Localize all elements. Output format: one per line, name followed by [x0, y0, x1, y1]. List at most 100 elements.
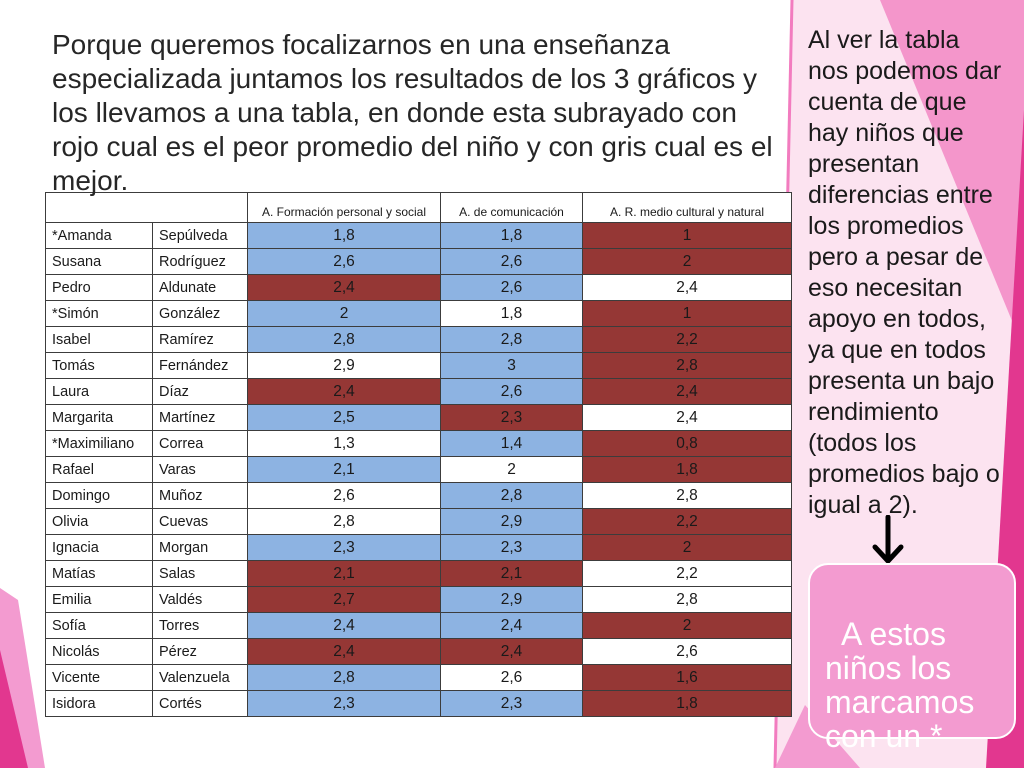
table-row: Susana Rodríguez 2,6 2,6 2: [45, 248, 792, 275]
student-first-name: Rafael: [45, 456, 153, 483]
score-cell-cultural-natural: 2,8: [582, 352, 792, 379]
student-first-name: Domingo: [45, 482, 153, 509]
student-last-name: Aldunate: [152, 274, 248, 301]
score-cell-communication: 2,3: [440, 534, 583, 561]
student-last-name: Fernández: [152, 352, 248, 379]
student-first-name: *Simón: [45, 300, 153, 327]
score-cell-personal-social: 1,3: [247, 430, 441, 457]
table-row: Ignacia Morgan 2,3 2,3 2: [45, 534, 792, 561]
score-cell-communication: 2,8: [440, 326, 583, 353]
student-last-name: González: [152, 300, 248, 327]
score-cell-cultural-natural: 2,2: [582, 508, 792, 535]
score-cell-personal-social: 2,4: [247, 274, 441, 301]
student-last-name: Valenzuela: [152, 664, 248, 691]
decor-shape-bottom-left-dark: [0, 650, 28, 768]
student-first-name: Isabel: [45, 326, 153, 353]
score-cell-cultural-natural: 1,8: [582, 690, 792, 717]
score-cell-communication: 1,8: [440, 300, 583, 327]
score-cell-cultural-natural: 1,8: [582, 456, 792, 483]
student-last-name: Correa: [152, 430, 248, 457]
student-first-name: Emilia: [45, 586, 153, 613]
student-first-name: *Amanda: [45, 222, 153, 249]
student-last-name: Muñoz: [152, 482, 248, 509]
score-cell-communication: 2,4: [440, 612, 583, 639]
student-last-name: Díaz: [152, 378, 248, 405]
student-first-name: Susana: [45, 248, 153, 275]
table-row: Vicente Valenzuela 2,8 2,6 1,6: [45, 664, 792, 691]
table-row: *Maximiliano Correa 1,3 1,4 0,8: [45, 430, 792, 457]
header-personal-social: A. Formación personal y social: [247, 192, 441, 223]
student-first-name: Vicente: [45, 664, 153, 691]
student-last-name: Salas: [152, 560, 248, 587]
student-first-name: Ignacia: [45, 534, 153, 561]
table-row: Laura Díaz 2,4 2,6 2,4: [45, 378, 792, 405]
table-row: Rafael Varas 2,1 2 1,8: [45, 456, 792, 483]
score-cell-communication: 2,6: [440, 274, 583, 301]
score-cell-personal-social: 2,9: [247, 352, 441, 379]
student-first-name: Olivia: [45, 508, 153, 535]
student-last-name: Martínez: [152, 404, 248, 431]
score-cell-communication: 2,3: [440, 690, 583, 717]
score-cell-personal-social: 2,4: [247, 638, 441, 665]
student-first-name: Sofía: [45, 612, 153, 639]
score-cell-personal-social: 2,8: [247, 508, 441, 535]
table-row: Isabel Ramírez 2,8 2,8 2,2: [45, 326, 792, 353]
student-last-name: Cortés: [152, 690, 248, 717]
table-row: Sofía Torres 2,4 2,4 2: [45, 612, 792, 639]
score-cell-communication: 2,8: [440, 482, 583, 509]
score-cell-communication: 2,6: [440, 378, 583, 405]
score-cell-communication: 2: [440, 456, 583, 483]
score-cell-cultural-natural: 1,6: [582, 664, 792, 691]
score-cell-personal-social: 2,6: [247, 248, 441, 275]
arrow-down-icon: [872, 515, 904, 564]
score-cell-personal-social: 2,1: [247, 560, 441, 587]
score-cell-cultural-natural: 2: [582, 534, 792, 561]
score-cell-cultural-natural: 2,4: [582, 404, 792, 431]
score-cell-personal-social: 2,5: [247, 404, 441, 431]
callout-text: A estos niños los marcamos con un *: [825, 616, 975, 754]
score-cell-personal-social: 2,8: [247, 326, 441, 353]
score-cell-cultural-natural: 2,8: [582, 482, 792, 509]
student-first-name: Laura: [45, 378, 153, 405]
score-cell-personal-social: 2,6: [247, 482, 441, 509]
score-cell-personal-social: 1,8: [247, 222, 441, 249]
score-cell-cultural-natural: 2,6: [582, 638, 792, 665]
student-first-name: Tomás: [45, 352, 153, 379]
student-first-name: *Maximiliano: [45, 430, 153, 457]
student-last-name: Pérez: [152, 638, 248, 665]
score-cell-communication: 2,9: [440, 586, 583, 613]
score-cell-cultural-natural: 2: [582, 248, 792, 275]
score-cell-communication: 1,4: [440, 430, 583, 457]
score-cell-communication: 2,4: [440, 638, 583, 665]
table-row: Olivia Cuevas 2,8 2,9 2,2: [45, 508, 792, 535]
score-cell-cultural-natural: 2,2: [582, 560, 792, 587]
table-row: Emilia Valdés 2,7 2,9 2,8: [45, 586, 792, 613]
student-last-name: Morgan: [152, 534, 248, 561]
table-row: Nicolás Pérez 2,4 2,4 2,6: [45, 638, 792, 665]
table-header-row: A. Formación personal y social A. de com…: [45, 192, 792, 223]
score-cell-cultural-natural: 2,4: [582, 378, 792, 405]
score-cell-communication: 1,8: [440, 222, 583, 249]
score-cell-cultural-natural: 2,2: [582, 326, 792, 353]
student-first-name: Margarita: [45, 404, 153, 431]
header-cultural-natural: A. R. medio cultural y natural: [582, 192, 792, 223]
score-cell-communication: 2,6: [440, 664, 583, 691]
table-row: Isidora Cortés 2,3 2,3 1,8: [45, 690, 792, 717]
student-last-name: Valdés: [152, 586, 248, 613]
score-cell-personal-social: 2,7: [247, 586, 441, 613]
intro-paragraph: Porque queremos focalizarnos en una ense…: [52, 29, 773, 196]
score-cell-communication: 2,3: [440, 404, 583, 431]
table-row: Pedro Aldunate 2,4 2,6 2,4: [45, 274, 792, 301]
student-first-name: Nicolás: [45, 638, 153, 665]
student-first-name: Pedro: [45, 274, 153, 301]
scores-table: A. Formación personal y social A. de com…: [45, 192, 792, 717]
decor-shape-top-right: [880, 0, 1024, 350]
score-cell-cultural-natural: 0,8: [582, 430, 792, 457]
table-row: Matías Salas 2,1 2,1 2,2: [45, 560, 792, 587]
score-cell-personal-social: 2,3: [247, 534, 441, 561]
student-last-name: Torres: [152, 612, 248, 639]
score-cell-communication: 3: [440, 352, 583, 379]
callout-box: A estos niños los marcamos con un *: [808, 563, 1016, 753]
sidebar-explanation: Al ver la tabla nos podemos dar cuenta d…: [808, 26, 1002, 519]
score-cell-personal-social: 2,4: [247, 378, 441, 405]
